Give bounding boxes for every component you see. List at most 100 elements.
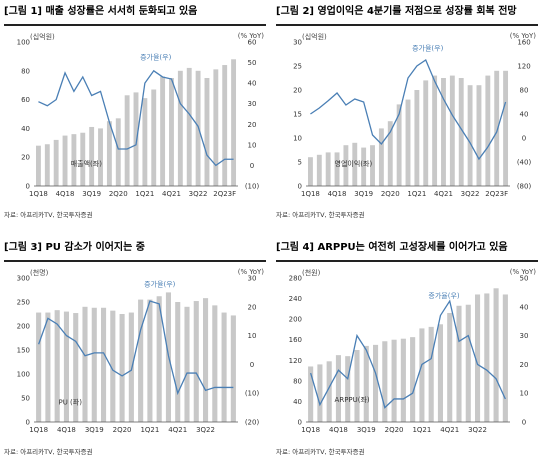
bar <box>370 145 375 186</box>
bar <box>465 304 471 422</box>
bar <box>71 134 77 186</box>
line-series-label: 증가율(우) <box>140 52 171 61</box>
y-left-tick-label: 300 <box>17 275 30 283</box>
left-unit: (십억원) <box>30 33 55 41</box>
bar <box>160 76 166 186</box>
y-left-tick-label: 120 <box>289 357 302 365</box>
y-left-tick-label: 40 <box>293 398 302 406</box>
x-tick-label: 1Q21 <box>135 190 154 198</box>
bar <box>449 75 455 186</box>
bar <box>89 126 95 186</box>
bar <box>467 85 473 186</box>
bar-series-label: PU (좌) <box>58 398 82 407</box>
x-tick-label: 4Q18 <box>329 426 348 434</box>
bar <box>363 345 369 422</box>
bar <box>230 315 236 422</box>
line-series-label: 증가율(우) <box>428 291 459 300</box>
bar <box>175 302 181 422</box>
y-left-tick-label: 40 <box>21 125 30 133</box>
y-left-tick-label: 20 <box>21 154 30 162</box>
bar <box>101 307 107 422</box>
x-tick-label: 4Q21 <box>162 190 181 198</box>
y-right-tick-label: 20 <box>248 303 257 311</box>
bar <box>36 145 41 186</box>
line-series-label: 증가율(우) <box>144 280 175 289</box>
bar <box>80 132 86 186</box>
y-left-tick-label: 100 <box>17 39 30 47</box>
bar <box>115 118 121 186</box>
y-left-tick-label: 25 <box>293 63 302 71</box>
panel-1: [그림 1] 매출 성장률은 서서히 둔화되고 있음 (십억원) (% YoY)… <box>4 4 266 220</box>
chart-operating-profit: 0 5 10 15 20 25 30 (80) (40) 0 40 80 120 160 1Q18 4Q18 3… <box>293 39 531 199</box>
y-left-tick-label: 80 <box>21 67 30 75</box>
bar <box>458 78 464 186</box>
x-tick-label: 4Q18 <box>56 190 75 198</box>
bar <box>193 301 199 422</box>
x-tick-label: 2Q20 <box>109 190 128 198</box>
y-left-tick-label: 5 <box>298 159 302 167</box>
bar <box>222 65 228 186</box>
y-right-tick-label: 80 <box>520 87 529 95</box>
y-left-tick-label: 30 <box>293 39 302 47</box>
bar <box>231 59 237 186</box>
y-right-tick-label: 0 <box>250 162 254 170</box>
bar <box>326 361 332 422</box>
y-right-tick-label: 10 <box>520 390 529 398</box>
bar <box>378 128 384 186</box>
x-tick-label: 1Q18 <box>301 426 320 434</box>
bar <box>63 311 69 422</box>
bar <box>503 70 509 186</box>
bar-series-label: ARPPU(좌) <box>335 395 370 404</box>
x-tick-label: 1Q18 <box>29 190 48 198</box>
chart-arppu: 0 40 80 120 160 200 240 280 0 10 20 30 40 50 1Q18 4Q18 3… <box>289 275 529 435</box>
x-tick-label: 4Q21 <box>434 190 453 198</box>
y-right-tick-label: 40 <box>520 111 529 119</box>
y-left-tick-label: 200 <box>17 323 30 331</box>
bar <box>410 337 416 422</box>
x-tick-label: 2Q23F <box>213 190 236 198</box>
bar <box>405 99 411 186</box>
x-tick-label: 4Q21 <box>440 426 459 434</box>
bar <box>177 70 183 186</box>
y-left-tick-label: 15 <box>293 111 302 119</box>
bar <box>186 67 192 186</box>
bar <box>343 145 349 186</box>
x-tick-label: 1Q18 <box>29 426 48 434</box>
x-tick-label: 2Q20 <box>113 426 132 434</box>
x-tick-label: 3Q19 <box>354 190 373 198</box>
bar <box>221 312 227 422</box>
growth-line <box>310 59 507 161</box>
x-tick-label: 3Q22 <box>468 426 487 434</box>
bar <box>494 70 500 186</box>
bar <box>437 324 443 422</box>
y-left-tick-label: 280 <box>289 275 302 283</box>
source-note: 자료: 아프리카TV, 한국투자증권 <box>276 211 365 219</box>
y-left-tick-label: 100 <box>17 371 30 379</box>
bar <box>124 95 130 186</box>
bar <box>476 85 482 186</box>
bar <box>151 89 157 186</box>
y-left-tick-label: 20 <box>293 87 302 95</box>
bar-series-label: 영업이익(좌) <box>335 159 373 168</box>
bar-series-label: 매출액(좌) <box>71 159 102 168</box>
growth-line <box>38 69 234 167</box>
y-right-tick-label: 30 <box>520 332 529 340</box>
bar <box>212 305 218 422</box>
panel-title: [그림 1] 매출 성장률은 서서히 둔화되고 있음 <box>4 4 266 26</box>
bar <box>98 128 103 186</box>
right-unit: (% YoY) <box>509 32 536 40</box>
x-tick-label: 3Q19 <box>357 426 376 434</box>
y-right-tick-label: 40 <box>248 80 257 88</box>
left-unit: (십억원) <box>302 33 327 41</box>
y-left-tick-label: 60 <box>21 96 30 104</box>
bar <box>447 312 453 422</box>
y-left-tick-label: 160 <box>289 336 302 344</box>
right-unit: (% YoY) <box>237 32 264 40</box>
bar <box>156 296 162 422</box>
bar <box>414 90 420 186</box>
y-right-tick-label: 30 <box>248 100 257 108</box>
bar <box>110 310 116 422</box>
bar <box>36 312 42 422</box>
bar <box>334 152 340 186</box>
growth-line <box>38 300 234 396</box>
